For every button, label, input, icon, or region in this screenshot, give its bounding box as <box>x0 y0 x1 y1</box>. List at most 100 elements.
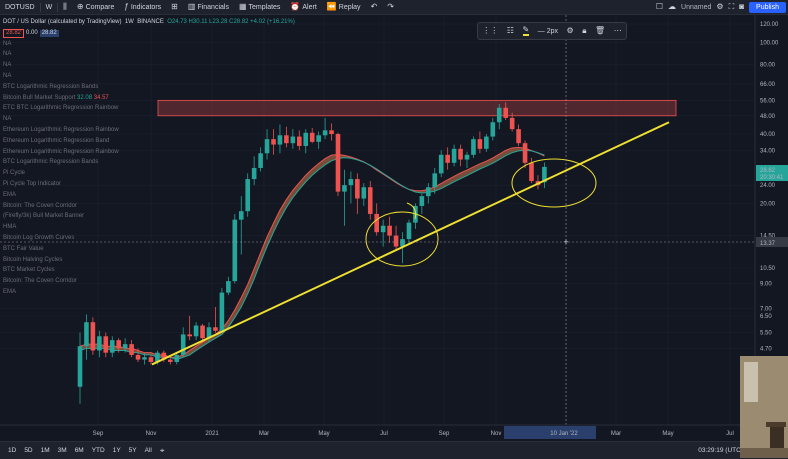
candle-body <box>393 235 399 247</box>
candle-body <box>529 162 534 182</box>
range-button-5y[interactable]: 5Y <box>128 447 137 454</box>
layout-name[interactable]: Unnamed <box>681 3 712 11</box>
indicator-item[interactable]: Pi Cycle Top Indicator <box>3 179 295 190</box>
chart-legend: DOT / US Dollar (calculated by TradingVi… <box>3 17 295 298</box>
indicator-item[interactable]: BTC Market Cycles <box>3 265 295 276</box>
undo-button[interactable]: ↶ <box>366 3 383 11</box>
indicator-label: Ethereum Logarithmic Regression Rainbow <box>3 126 119 133</box>
candle-body <box>109 340 115 353</box>
compare-button[interactable]: ⊕ Compare <box>72 3 120 11</box>
indicator-item[interactable]: NA <box>3 60 295 71</box>
indicator-item[interactable]: Ethereum Logarithmic Regression Band <box>3 136 295 147</box>
indicator-item[interactable]: Ethereum Logarithmic Regression Rainbow <box>3 147 295 158</box>
indicator-item[interactable]: (Firefly/3k) Bull Market Banner <box>3 211 295 222</box>
fullscreen-checkbox-icon[interactable]: ☐ <box>655 2 664 11</box>
indicator-item[interactable]: Bitcoin: The Coven Corridor <box>3 276 295 287</box>
settings-icon[interactable]: ⚙ <box>716 2 724 11</box>
price-chart[interactable]: 120.00 100.00 80.00 66.00 56.00 48.00 40.00 34.… <box>0 15 788 442</box>
candle-body <box>206 327 212 339</box>
candle-body <box>458 148 463 160</box>
indicator-item[interactable]: Bitcoin Bull Market Support 32.08 34.57 <box>3 93 295 104</box>
indicator-item[interactable]: BTC Fair Value <box>3 244 295 255</box>
indicator-item[interactable]: BTC Logarithmic Regression Bands <box>3 157 295 168</box>
price-tick-label: 7.00 <box>760 306 772 312</box>
range-button-1y[interactable]: 1Y <box>112 447 121 454</box>
indicator-item[interactable]: Pi Cycle <box>3 168 295 179</box>
candle-body <box>471 139 476 155</box>
replay-button[interactable]: ⏪ Replay <box>322 3 366 11</box>
date-range-icon[interactable]: ⌖ <box>159 445 165 455</box>
indicator-item[interactable]: Bitcoin Halving Cycles <box>3 255 295 266</box>
redo-icon: ↷ <box>387 2 394 11</box>
candle-body <box>438 154 444 174</box>
interval-button[interactable]: W <box>41 4 58 11</box>
candle-body <box>335 134 341 192</box>
indicator-label: NA <box>3 51 12 58</box>
range-button-6m[interactable]: 6M <box>74 447 84 454</box>
price-tick-label: 20.00 <box>760 201 776 207</box>
candle-body <box>329 130 334 135</box>
range-button-5d[interactable]: 5D <box>24 447 33 454</box>
line-width-label: 2px <box>546 27 558 35</box>
indicator-label: NA <box>3 62 12 69</box>
bid-tag[interactable]: 28.82 <box>3 28 25 38</box>
candle-body <box>200 325 205 339</box>
candle-body <box>451 148 457 163</box>
candle-body <box>122 344 128 349</box>
indicator-item[interactable]: EMA <box>3 287 295 298</box>
range-button-1d[interactable]: 1D <box>8 447 17 454</box>
range-button-ytd[interactable]: YTD <box>91 447 105 454</box>
time-tick-label: Nov <box>146 431 157 437</box>
indicator-item[interactable]: EMA <box>3 190 295 201</box>
indicator-item[interactable]: Bitcoin: The Coven Corridor <box>3 201 295 212</box>
indicator-item[interactable]: NA <box>3 114 295 125</box>
alert-button[interactable]: ⏰ Alert <box>285 3 321 11</box>
top-toolbar: DOTUSD W ⫼ ⊕ Compare ƒ Indicators ⊞ ▥ Finan… <box>0 0 788 15</box>
drag-handle-icon[interactable]: ⋮⋮ <box>482 26 499 35</box>
publish-button[interactable]: Publish <box>749 1 786 13</box>
trash-icon[interactable]: 🗑︎ <box>595 26 606 35</box>
indicator-item[interactable]: NA <box>3 39 295 50</box>
indicator-item[interactable]: Bitcoin Log Growth Curves <box>3 233 295 244</box>
indicator-item[interactable]: BTC Logarithmic Regression Bands <box>3 82 295 93</box>
indicators-button[interactable]: ƒ Indicators <box>119 3 166 11</box>
range-button-1m[interactable]: 1M <box>40 447 50 454</box>
camera-icon[interactable]: ◙ <box>739 2 745 11</box>
financials-label: Financials <box>197 3 229 11</box>
utc-clock[interactable]: 03:29:19 (UTC) <box>698 447 743 454</box>
candle-body <box>180 334 186 355</box>
range-button-3m[interactable]: 3M <box>57 447 67 454</box>
template-icon[interactable]: ☷ <box>506 26 514 35</box>
drawing-toolbox: ⋮⋮ ☷ ✎ — 2px ⚙ 🔒︎ 🗑︎ ⋯ <box>477 22 627 40</box>
indicator-item[interactable]: NA <box>3 49 295 60</box>
price-tick-label: 120.00 <box>760 22 779 28</box>
indicator-item[interactable]: ETC BTC Logarithmic Regression Rainbow <box>3 103 295 114</box>
templates-button[interactable]: ▦ Templates <box>234 3 285 11</box>
indicator-item[interactable]: NA <box>3 71 295 82</box>
line-width-button[interactable]: — 2px <box>537 27 558 35</box>
candle-body <box>103 336 109 353</box>
indicator-list: NA NA NA NA BTC Logarithmic Regression Bands… <box>3 39 295 298</box>
bar-style-button[interactable]: ⫼ <box>58 3 72 11</box>
lock-icon[interactable]: 🔒︎ <box>582 26 587 35</box>
indicator-label: Bitcoin: The Coven Corridor <box>3 202 77 209</box>
indicator-item[interactable]: Ethereum Logarithmic Regression Rainbow <box>3 125 295 136</box>
indicator-item[interactable]: HMA <box>3 222 295 233</box>
range-button-all[interactable]: All <box>144 447 152 454</box>
redo-button[interactable]: ↷ <box>382 3 399 11</box>
layouts-button[interactable]: ⊞ <box>166 3 183 11</box>
financials-button[interactable]: ▥ Financials <box>183 3 234 11</box>
fullscreen-icon[interactable]: ⛶ <box>728 2 735 11</box>
candle-body <box>496 107 502 123</box>
price-tick-label: 6.50 <box>760 314 772 320</box>
settings-icon[interactable]: ⚙ <box>566 26 574 35</box>
price-tick-label: 24.00 <box>760 183 776 189</box>
legend-title-row[interactable]: DOT / US Dollar (calculated by TradingVi… <box>3 17 295 28</box>
symbol-search[interactable]: DOTUSD <box>0 4 40 11</box>
crosshair-plus: + <box>563 237 568 247</box>
pencil-color-icon[interactable]: ✎ <box>522 25 530 36</box>
candle-body <box>322 130 328 136</box>
ask-tag[interactable]: 28.82 <box>39 29 59 37</box>
more-icon[interactable]: ⋯ <box>613 26 622 35</box>
indicator-label: Bitcoin Halving Cycles <box>3 256 63 263</box>
